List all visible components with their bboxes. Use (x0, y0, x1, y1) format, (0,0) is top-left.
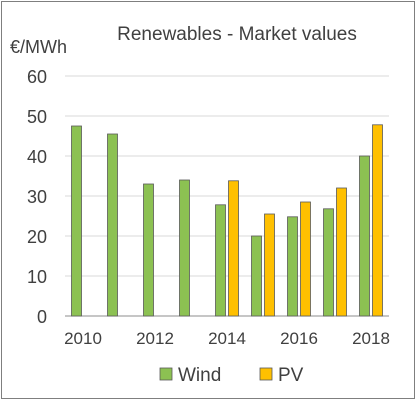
bar-pv-2015 (264, 213, 275, 317)
bar-pv-2018 (372, 124, 383, 317)
y-tick-label: 50 (27, 107, 47, 127)
y-axis-label: €/MWh (10, 37, 67, 57)
x-tick-labels: 2010 2012 2014 2016 2018 (64, 329, 390, 348)
y-tick-label: 40 (27, 147, 47, 167)
bar-wind-2014 (215, 204, 226, 317)
bar-chart: Renewables - Market values €/MWh 0 10 20 30… (10, 24, 390, 386)
gridlines (65, 75, 389, 317)
bar-wind-2011 (107, 133, 118, 317)
legend: Wind PV (159, 365, 304, 386)
x-tick-label: 2018 (352, 329, 390, 348)
bar-wind-2015 (251, 235, 262, 317)
y-tick-label: 60 (27, 67, 47, 87)
bar-wind-2013 (179, 179, 190, 317)
y-tick-label: 10 (27, 267, 47, 287)
legend-label-pv: PV (278, 365, 304, 386)
chart-title: Renewables - Market values (117, 24, 357, 45)
x-tick-label: 2010 (64, 329, 102, 348)
bar-wind-2018 (359, 155, 370, 317)
y-tick-label: 20 (27, 227, 47, 247)
bar-wind-2016 (287, 216, 298, 317)
x-tick-label: 2012 (136, 329, 174, 348)
bar-wind-2012 (143, 183, 154, 317)
y-tick-labels: 0 10 20 30 40 50 60 (27, 67, 47, 327)
legend-swatch-pv (259, 367, 273, 381)
bar-wind-2017 (323, 208, 334, 317)
bar-pv-2017 (336, 187, 347, 317)
x-tick-label: 2014 (208, 329, 246, 348)
legend-label-wind: Wind (178, 365, 221, 386)
bar-wind-2010 (71, 125, 82, 317)
bar-pv-2016 (300, 201, 311, 317)
y-tick-label: 0 (37, 307, 47, 327)
chart-frame: Renewables - Market values €/MWh 0 10 20 30… (1, 1, 415, 399)
bars (71, 124, 383, 317)
bar-pv-2014 (228, 180, 239, 317)
y-tick-label: 30 (27, 187, 47, 207)
legend-swatch-wind (159, 367, 173, 381)
x-tick-label: 2016 (280, 329, 318, 348)
